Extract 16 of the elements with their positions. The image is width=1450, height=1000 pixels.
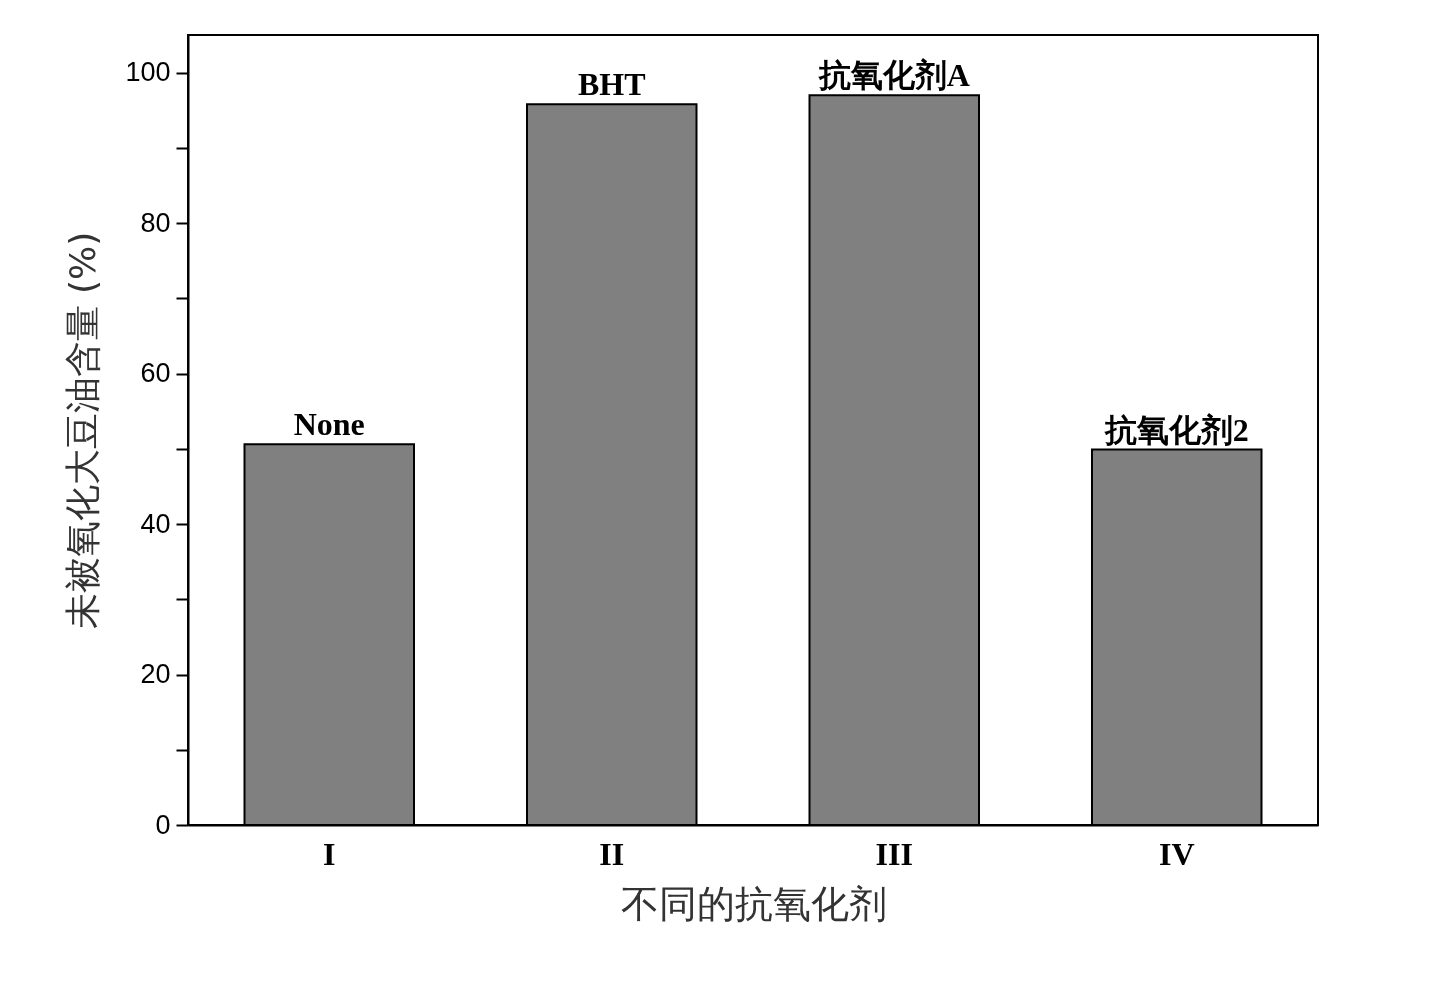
y-tick-label: 40 — [140, 508, 171, 539]
y-tick-label: 0 — [155, 809, 171, 840]
x-axis-title: 不同的抗氧化剂 — [620, 881, 887, 926]
y-axis-title: 未被氧化大豆油含量 (%) — [62, 231, 104, 630]
y-tick-label: 100 — [125, 57, 171, 88]
x-tick-label: I — [323, 835, 336, 872]
y-tick-label: 80 — [140, 207, 171, 238]
annotation: None — [293, 406, 365, 443]
y-tick-label: 20 — [140, 659, 171, 690]
x-tick-label: II — [599, 835, 625, 872]
annotation: BHT — [577, 66, 646, 103]
annotation: 抗氧化剂A — [817, 57, 970, 94]
x-tick-label: IV — [1158, 835, 1195, 872]
x-tick-label: III — [875, 835, 913, 872]
y-tick-label: 60 — [140, 358, 171, 389]
annotation: 抗氧化剂2 — [1103, 411, 1249, 448]
